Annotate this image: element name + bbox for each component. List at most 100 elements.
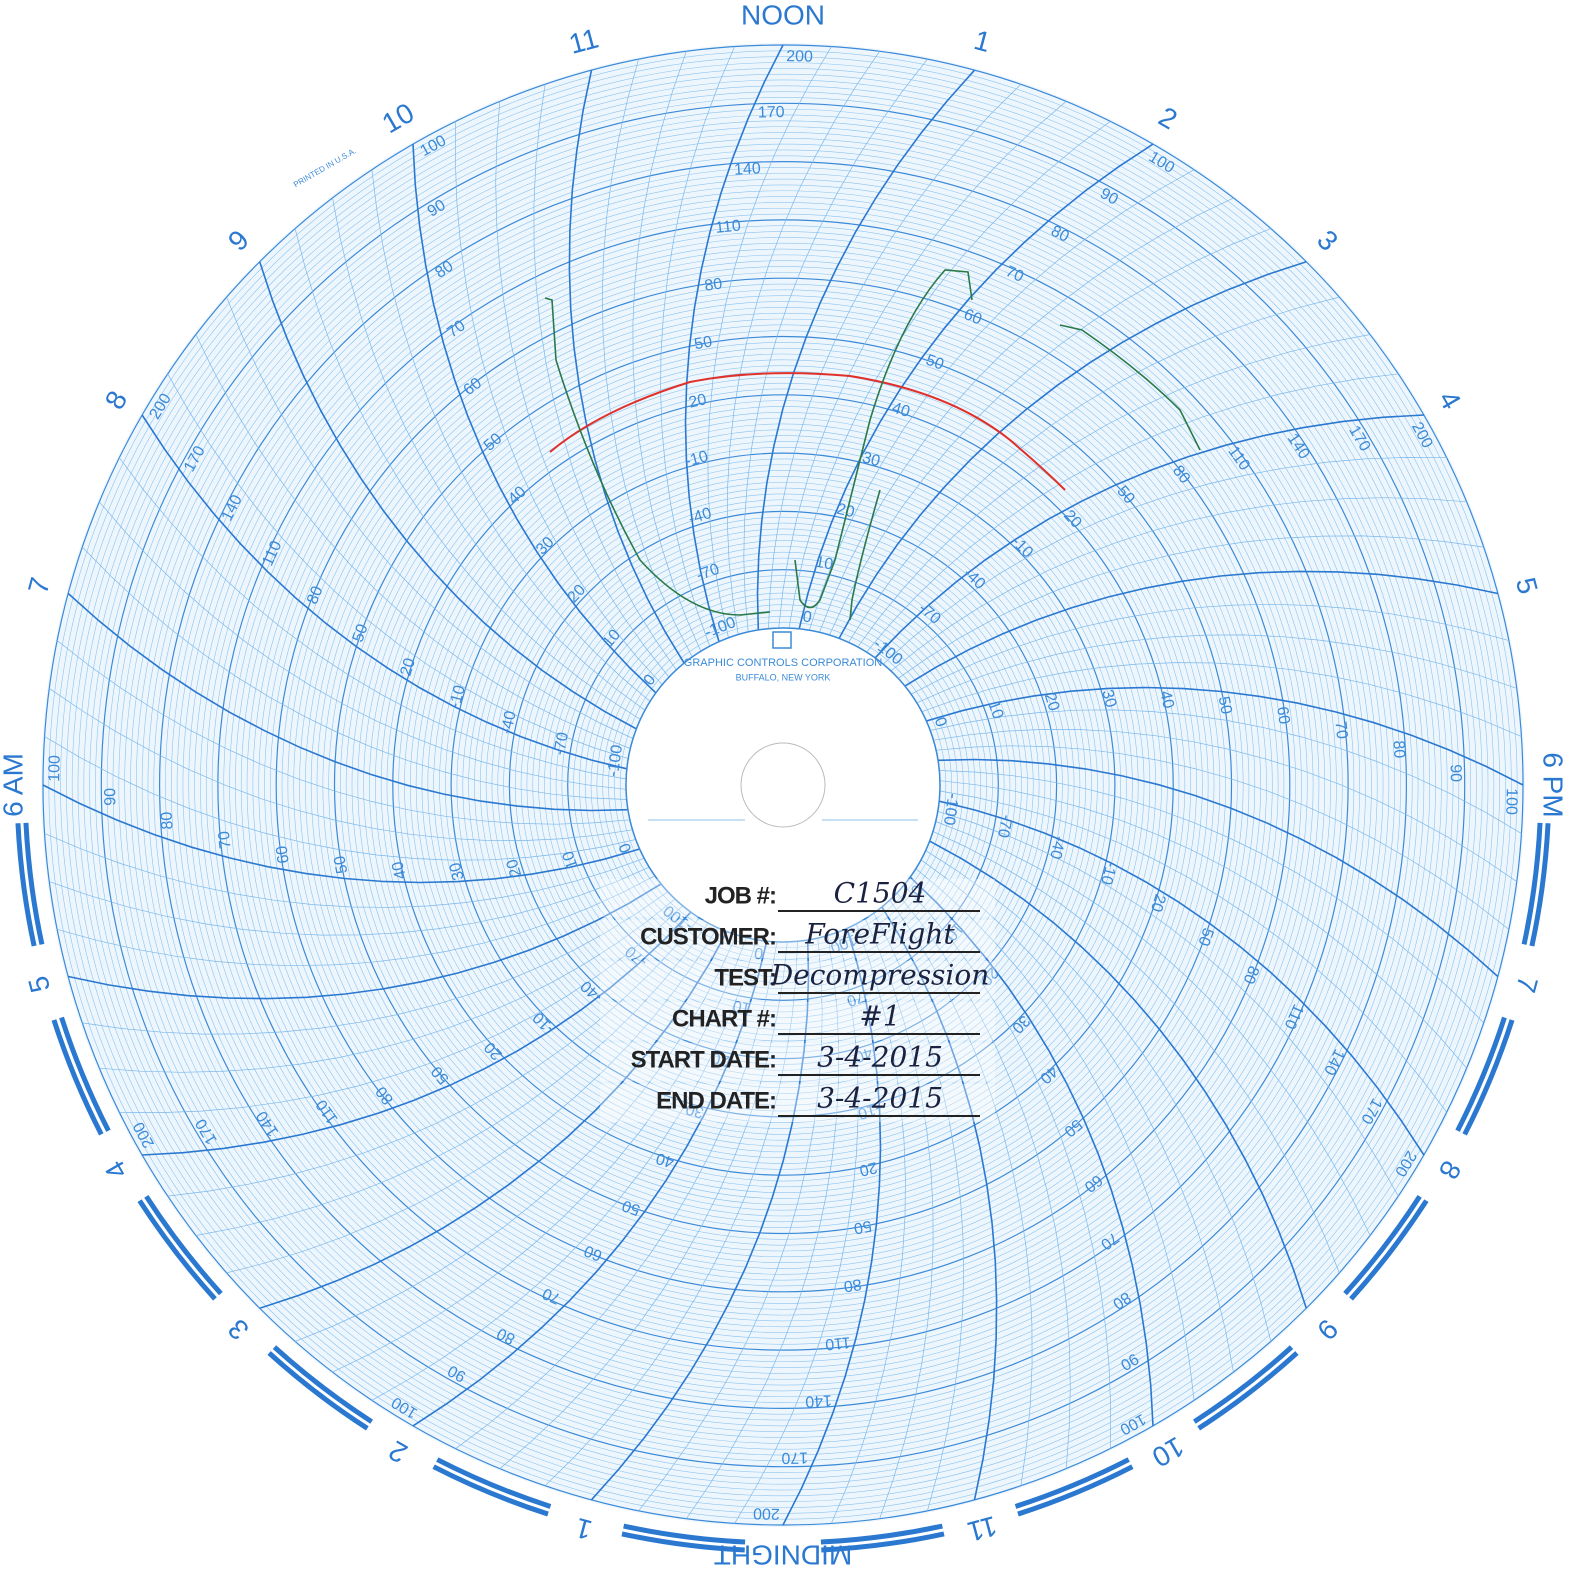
scale-label: 20 [504,857,526,879]
ring [270,272,1296,1298]
ring [77,79,1489,1491]
time-line [939,790,1447,1113]
ring [83,85,1483,1485]
ring [176,178,1390,1392]
scale-label: -10 [1097,860,1119,887]
time-line [727,51,880,635]
night-band [436,1457,552,1509]
hour-label: 2 [383,1435,412,1470]
ring [281,283,1285,1287]
ring [514,516,1052,1054]
time-line [937,811,1399,1197]
time-line [226,927,718,1274]
stamp-label: JOB #: [705,882,776,909]
time-line [883,457,1447,665]
scale-label: 50 [924,352,947,374]
time-line [743,58,928,632]
hour-label: 4 [99,1156,134,1185]
ring [369,371,1197,1199]
ring [71,73,1495,1497]
ring [124,126,1442,1444]
time-line [44,736,636,861]
hub-city: BUFFALO, NEW YORK [736,672,831,682]
hub-maker: GRAPHIC CONTROLS CORPORATION [684,657,882,669]
time-line [533,84,677,671]
time-line [939,770,1484,1024]
scale-label: 10 [731,996,752,1016]
time-line [890,497,1467,672]
ring [147,149,1419,1421]
ring [380,382,1186,1188]
hour-label: 9 [222,224,255,257]
time-line [939,800,1425,1156]
scale-label: -10 [447,683,469,710]
ring [561,563,1005,1007]
scale-label: 70 [216,830,235,849]
scale-label: 40 [654,1149,676,1171]
scale-label: 90 [425,197,449,221]
ring [415,417,1151,1153]
hour-label: 7 [22,574,56,597]
stamp-entry: #1 [859,1000,900,1033]
stamp-entry: 3-4-2015 [817,1041,943,1074]
time-line [294,934,737,1342]
scale-label: 30 [447,860,468,882]
hour-label: 9 [1311,1313,1344,1346]
scale-label: -70 [994,813,1015,839]
ring [100,102,1466,1468]
ring [235,237,1331,1333]
night-band [15,823,37,947]
hour-label: 10 [377,97,419,139]
night-band [623,1523,746,1545]
time-line [932,831,1340,1274]
time-line [864,918,934,1519]
scale-label: 140 [734,160,762,179]
night-band [432,1464,549,1517]
time-line [68,883,662,1000]
night-band [821,1531,945,1553]
scale-label: 90 [445,1361,469,1385]
time-line [455,121,663,685]
ring [474,476,1092,1094]
scale-label: 50 [852,1217,873,1237]
time-line [44,833,645,908]
scale-label: 20 [835,501,856,522]
time-line [935,821,1371,1236]
scale-label: 20 [1147,892,1169,914]
time-line [412,941,768,1427]
ring [409,411,1157,1159]
time-line [903,885,1111,1449]
ring [433,435,1133,1135]
time-line [332,197,646,711]
time-line [929,840,1308,1309]
time-line [838,260,1307,639]
time-line [756,69,976,631]
scale-label: 50 [620,1196,643,1218]
hour-label: 5 [1510,574,1544,597]
ring [246,248,1320,1322]
ring [130,132,1436,1438]
time-line [167,917,700,1197]
ring [258,260,1308,1310]
scale-label: 170 [781,1449,808,1466]
scale-label: 110 [715,217,742,236]
ring [549,551,1017,1019]
time-line [119,905,683,1113]
time-line [848,296,1340,643]
hour-label: 5 [22,973,56,996]
scale-label: -100 [605,744,626,778]
scale-label: 10 [984,699,1006,722]
ring [240,242,1326,1328]
ring [508,510,1058,1060]
ring [491,493,1075,1077]
ring [287,289,1279,1281]
ring [158,160,1408,1410]
hour-label: 3 [222,1313,255,1346]
time-line [915,868,1195,1401]
ring [153,155,1413,1415]
ring [252,254,1314,1316]
scale-label: 30 [1098,688,1119,710]
scale-label: 30 [860,449,882,470]
hour-label: 3 [1311,224,1344,257]
time-line [544,941,798,1486]
